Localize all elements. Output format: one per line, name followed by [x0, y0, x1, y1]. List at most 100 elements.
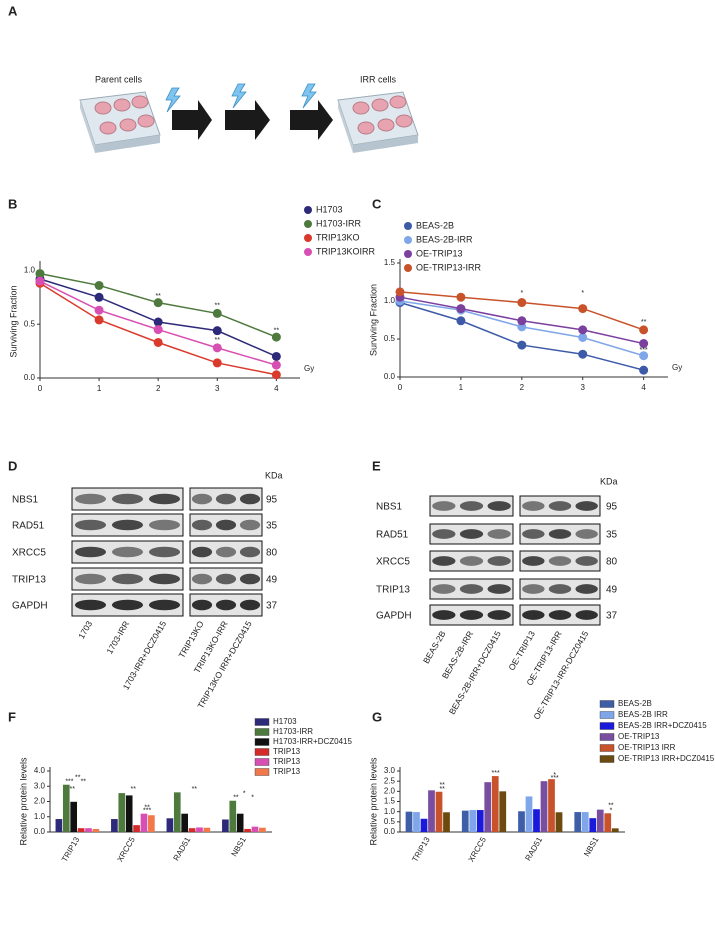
blot-band — [522, 529, 545, 539]
y-tick-label: 1.0 — [34, 812, 46, 821]
blot-band — [432, 610, 456, 620]
kda-header: KDa — [600, 476, 618, 486]
data-point — [94, 292, 104, 302]
y-tick-label: 0.5 — [24, 319, 36, 328]
blot-band — [74, 493, 107, 505]
legend-label: OE-TRIP13 — [618, 732, 660, 741]
blot-band — [215, 493, 237, 505]
significance: * — [553, 772, 556, 779]
legend-label: H1703-IRR+DCZ0415 — [273, 737, 352, 746]
data-point — [517, 340, 527, 350]
blot-band — [148, 519, 181, 531]
significance: * — [520, 290, 523, 297]
blot-row-label: RAD51 — [12, 521, 45, 532]
data-point — [639, 351, 649, 361]
blot-band — [548, 556, 572, 566]
y-tick-label: 4.0 — [34, 766, 46, 775]
bar — [55, 819, 63, 832]
blot-band — [459, 501, 484, 511]
x-tick-label: XRCC5 — [115, 835, 137, 863]
bar — [203, 827, 211, 832]
x-tick-label: 0 — [398, 383, 403, 392]
data-point — [153, 317, 163, 327]
kda-value: 35 — [266, 521, 278, 532]
y-tick-label: 0.0 — [24, 373, 36, 382]
y-tick-label: 1.0 — [24, 265, 36, 274]
bar — [499, 791, 507, 832]
blot-row-label: XRCC5 — [12, 548, 46, 559]
blot-band — [191, 493, 213, 505]
legend-label: TRIP13 — [273, 767, 301, 776]
blot-band — [432, 501, 456, 511]
y-tick-label: 3.0 — [384, 766, 396, 775]
bar — [589, 818, 597, 832]
significance: ** — [81, 779, 87, 786]
bar — [491, 776, 499, 832]
y-tick-label: 2.5 — [384, 776, 396, 785]
bar — [92, 828, 100, 832]
bar — [548, 779, 555, 832]
data-point — [94, 305, 104, 315]
data-point — [153, 337, 163, 347]
legend-marker — [404, 250, 412, 258]
data-point — [578, 349, 588, 359]
cell-plate — [79, 91, 161, 153]
legend-marker — [254, 748, 270, 756]
x-tick-label: TRIP13 — [410, 835, 432, 863]
legend-marker — [254, 768, 270, 776]
legend-marker — [599, 744, 615, 752]
blot-band — [522, 610, 545, 620]
x-tick-label: NBS1 — [230, 835, 249, 858]
data-point — [456, 316, 466, 326]
significance: ** — [608, 802, 614, 809]
x-tick-label: RAD51 — [172, 835, 193, 862]
data-point — [35, 269, 45, 279]
bar — [540, 781, 548, 832]
blot-band — [111, 573, 144, 585]
significance: ** — [192, 786, 198, 793]
panel-label: D — [8, 458, 17, 473]
x-axis-label: Gy — [672, 363, 682, 372]
blot-band — [148, 546, 181, 558]
y-axis-label: Surviving Fraction — [368, 284, 378, 356]
bar — [476, 810, 484, 832]
legend-marker — [304, 220, 312, 228]
bar — [77, 828, 85, 832]
blot-band — [215, 599, 237, 611]
x-axis-label: Gy — [304, 364, 314, 373]
legend-marker — [254, 738, 270, 746]
legend-marker — [404, 222, 412, 230]
blot-band — [111, 519, 144, 531]
legend-label: OE-TRIP13 IRR+DCZ0415 — [618, 754, 715, 763]
legend-label: BEAS-2B-IRR — [416, 234, 473, 244]
blot-band — [459, 610, 484, 620]
blot-band — [239, 599, 261, 611]
lane-label: 1703-IRR — [104, 619, 131, 656]
kda-header: KDa — [265, 470, 283, 480]
legend-marker — [304, 234, 312, 242]
bar — [428, 790, 435, 832]
legend-marker — [254, 728, 270, 736]
y-tick-label: 2.0 — [34, 797, 46, 806]
bar — [555, 812, 563, 832]
lane-label: BEAS-2B-IRR+DCZ0415 — [447, 629, 503, 716]
y-axis-label: Relative protein levels — [18, 757, 28, 846]
data-point — [212, 343, 222, 353]
x-tick-label: 2 — [520, 383, 525, 392]
bar — [229, 800, 237, 832]
blot-row-label: GAPDH — [12, 601, 48, 612]
blot-band — [575, 556, 598, 566]
bar — [435, 791, 443, 832]
significance: *** — [65, 779, 73, 786]
data-point — [271, 351, 281, 361]
bar — [259, 827, 266, 832]
blot-band — [74, 573, 107, 585]
significance: * — [243, 791, 246, 798]
bar — [611, 828, 619, 832]
blot-band — [239, 546, 261, 558]
y-tick-label: 1.5 — [384, 797, 396, 806]
legend-label: BEAS-2B — [618, 699, 652, 708]
y-tick-label: 3.0 — [34, 781, 46, 790]
arrows — [172, 100, 333, 140]
